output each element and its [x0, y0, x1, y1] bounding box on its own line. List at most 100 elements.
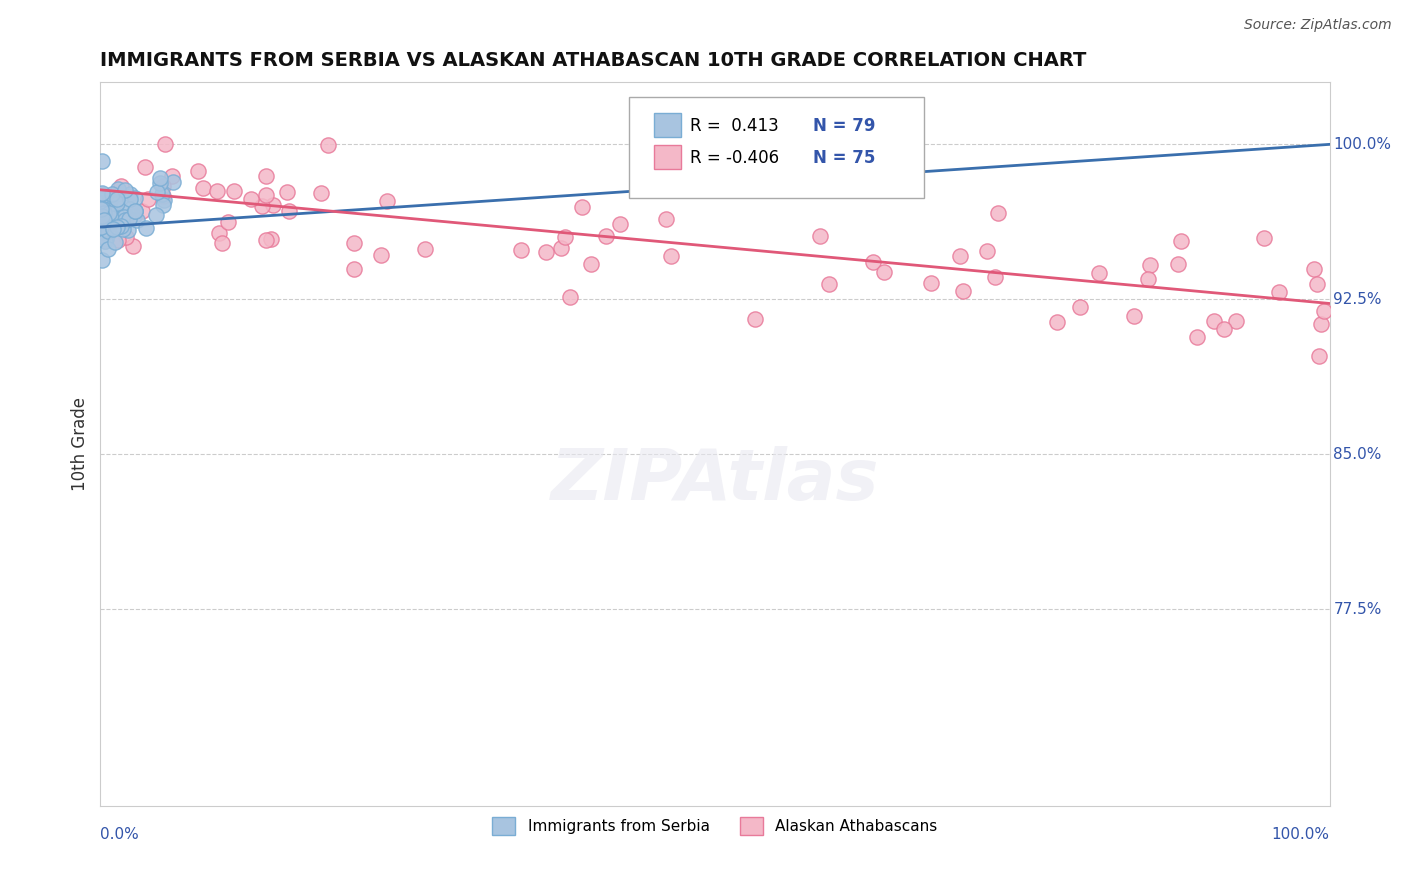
Legend: Immigrants from Serbia, Alaskan Athabascans: Immigrants from Serbia, Alaskan Athabasc…	[486, 811, 943, 841]
Point	[91, 209, 114, 223]
Point	[1303, 262, 1326, 277]
Point	[260, 232, 283, 246]
Point	[93, 205, 115, 219]
Point	[97, 242, 120, 256]
Text: N = 75: N = 75	[814, 149, 876, 168]
Point	[90, 186, 112, 201]
Point	[124, 191, 146, 205]
Point	[100, 211, 122, 225]
Point	[276, 185, 298, 199]
Point	[554, 230, 576, 244]
Point	[661, 249, 683, 263]
Point	[90, 216, 112, 230]
Point	[160, 169, 183, 183]
Point	[318, 138, 340, 153]
Point	[107, 233, 129, 247]
Point	[93, 213, 115, 227]
Point	[987, 205, 1010, 219]
Point	[134, 161, 156, 175]
Point	[211, 235, 233, 250]
Point	[105, 193, 128, 207]
Point	[1308, 349, 1330, 363]
Point	[534, 245, 557, 260]
Point	[240, 192, 263, 206]
Point	[224, 184, 246, 198]
Point	[343, 262, 366, 277]
Point	[124, 203, 146, 218]
Point	[1137, 272, 1160, 286]
Point	[862, 254, 884, 268]
Point	[101, 209, 124, 223]
Point	[111, 222, 134, 236]
Point	[1170, 234, 1192, 248]
Point	[1312, 304, 1334, 318]
Point	[254, 169, 277, 183]
Point	[873, 265, 896, 279]
Point	[149, 171, 172, 186]
Point	[93, 216, 115, 230]
Point	[91, 212, 114, 227]
Point	[114, 230, 136, 244]
Point	[208, 227, 231, 241]
Point	[91, 153, 114, 168]
Point	[162, 175, 184, 189]
Point	[98, 200, 121, 214]
Point	[136, 192, 159, 206]
Point	[94, 234, 117, 248]
Point	[149, 177, 172, 191]
Point	[1069, 300, 1091, 314]
Point	[98, 206, 121, 220]
Point	[90, 216, 112, 230]
Point	[343, 236, 366, 251]
Point	[145, 209, 167, 223]
Text: 0.0%: 0.0%	[100, 828, 139, 842]
Point	[808, 229, 831, 244]
FancyBboxPatch shape	[654, 112, 681, 136]
Point	[94, 232, 117, 246]
Text: 92.5%: 92.5%	[1333, 292, 1382, 307]
Point	[948, 249, 970, 263]
Point	[152, 194, 174, 208]
Point	[152, 178, 174, 193]
Point	[254, 233, 277, 247]
Point	[655, 211, 678, 226]
Point	[94, 234, 117, 248]
Point	[124, 204, 146, 219]
Point	[91, 203, 114, 218]
Point	[110, 179, 132, 194]
Point	[262, 198, 284, 212]
Point	[1213, 321, 1236, 335]
Point	[90, 202, 112, 216]
Point	[96, 221, 118, 235]
Point	[91, 224, 114, 238]
Point	[191, 181, 214, 195]
Point	[90, 190, 112, 204]
Point	[96, 215, 118, 229]
Point	[818, 277, 841, 291]
Point	[93, 213, 115, 227]
Text: R =  0.413: R = 0.413	[690, 117, 779, 135]
Point	[595, 229, 617, 244]
Point	[98, 193, 121, 207]
Point	[205, 184, 228, 198]
Point	[93, 192, 115, 206]
Point	[94, 213, 117, 227]
Point	[101, 222, 124, 236]
FancyBboxPatch shape	[654, 145, 681, 169]
Text: IMMIGRANTS FROM SERBIA VS ALASKAN ATHABASCAN 10TH GRADE CORRELATION CHART: IMMIGRANTS FROM SERBIA VS ALASKAN ATHABA…	[100, 51, 1087, 70]
Point	[110, 219, 132, 233]
Point	[90, 253, 112, 268]
Point	[1185, 329, 1208, 343]
Point	[97, 224, 120, 238]
Point	[1046, 315, 1069, 329]
Point	[90, 209, 112, 223]
Point	[91, 186, 114, 201]
Point	[579, 256, 602, 270]
Point	[98, 225, 121, 239]
Point	[1139, 258, 1161, 272]
Point	[118, 202, 141, 216]
Point	[1305, 277, 1327, 292]
Text: 100.0%: 100.0%	[1272, 828, 1330, 842]
Point	[91, 225, 114, 239]
Point	[97, 210, 120, 224]
